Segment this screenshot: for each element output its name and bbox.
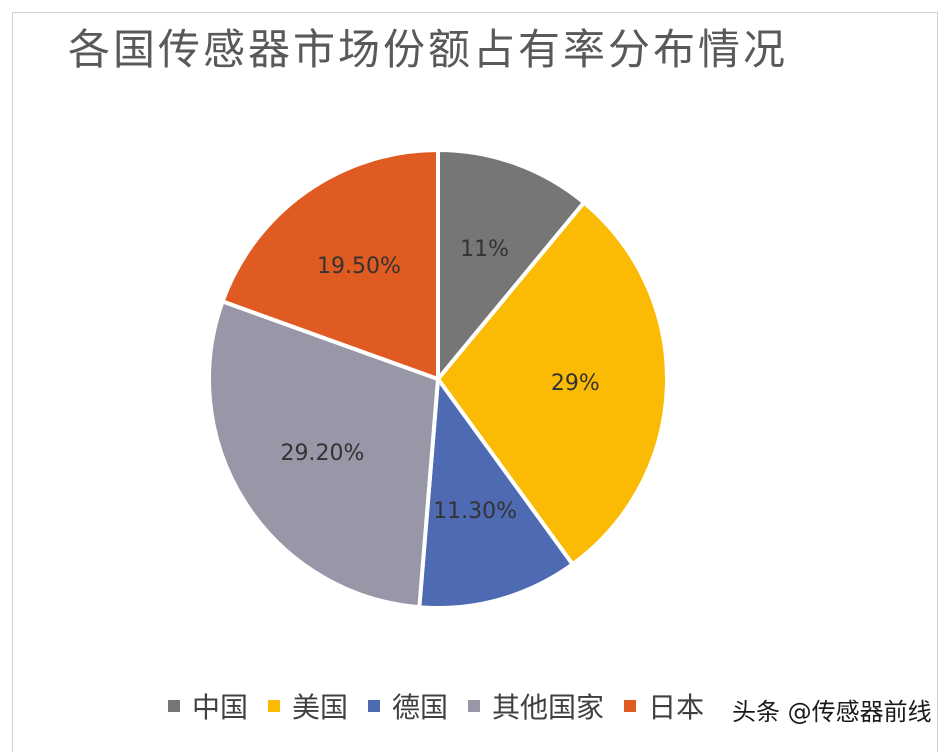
pie-slice-germany	[417, 377, 575, 610]
legend-label: 美国	[292, 691, 349, 724]
legend-swatch	[468, 700, 481, 712]
legend-item-usa: 美国	[268, 686, 348, 726]
data-label-china: 11%	[460, 237, 509, 262]
data-label-other-countries: 29.20%	[281, 441, 365, 466]
data-label-japan: 19.50%	[317, 254, 401, 279]
legend-swatch	[168, 700, 180, 712]
legend-item-other-countries: 其他国家	[468, 686, 604, 726]
legend-label: 中国	[192, 691, 249, 724]
pie-slice-usa	[436, 200, 669, 567]
legend-label: 德国	[392, 691, 449, 724]
watermark: 头条 @传感器前线	[732, 698, 932, 726]
pie-slice-japan	[220, 148, 440, 381]
legend-item-germany: 德国	[368, 686, 448, 726]
legend-swatch	[368, 700, 381, 712]
chart-title: 各国传感器市场份额占有率分布情况	[68, 25, 789, 74]
data-label-germany: 11.30%	[433, 499, 517, 524]
chart-frame	[12, 12, 938, 752]
legend-item-china: 中国	[168, 686, 248, 726]
pie-slice-china	[436, 148, 586, 381]
legend-label: 其他国家	[492, 691, 605, 724]
pie-slice-other-countries	[207, 299, 440, 610]
legend-swatch	[624, 700, 637, 712]
chart-legend: 中国 美国 德国 其他国家 日本	[168, 686, 724, 726]
legend-item-japan: 日本	[624, 686, 704, 726]
legend-label: 日本	[648, 691, 705, 724]
data-label-usa: 29%	[551, 371, 600, 396]
legend-swatch	[268, 700, 281, 712]
